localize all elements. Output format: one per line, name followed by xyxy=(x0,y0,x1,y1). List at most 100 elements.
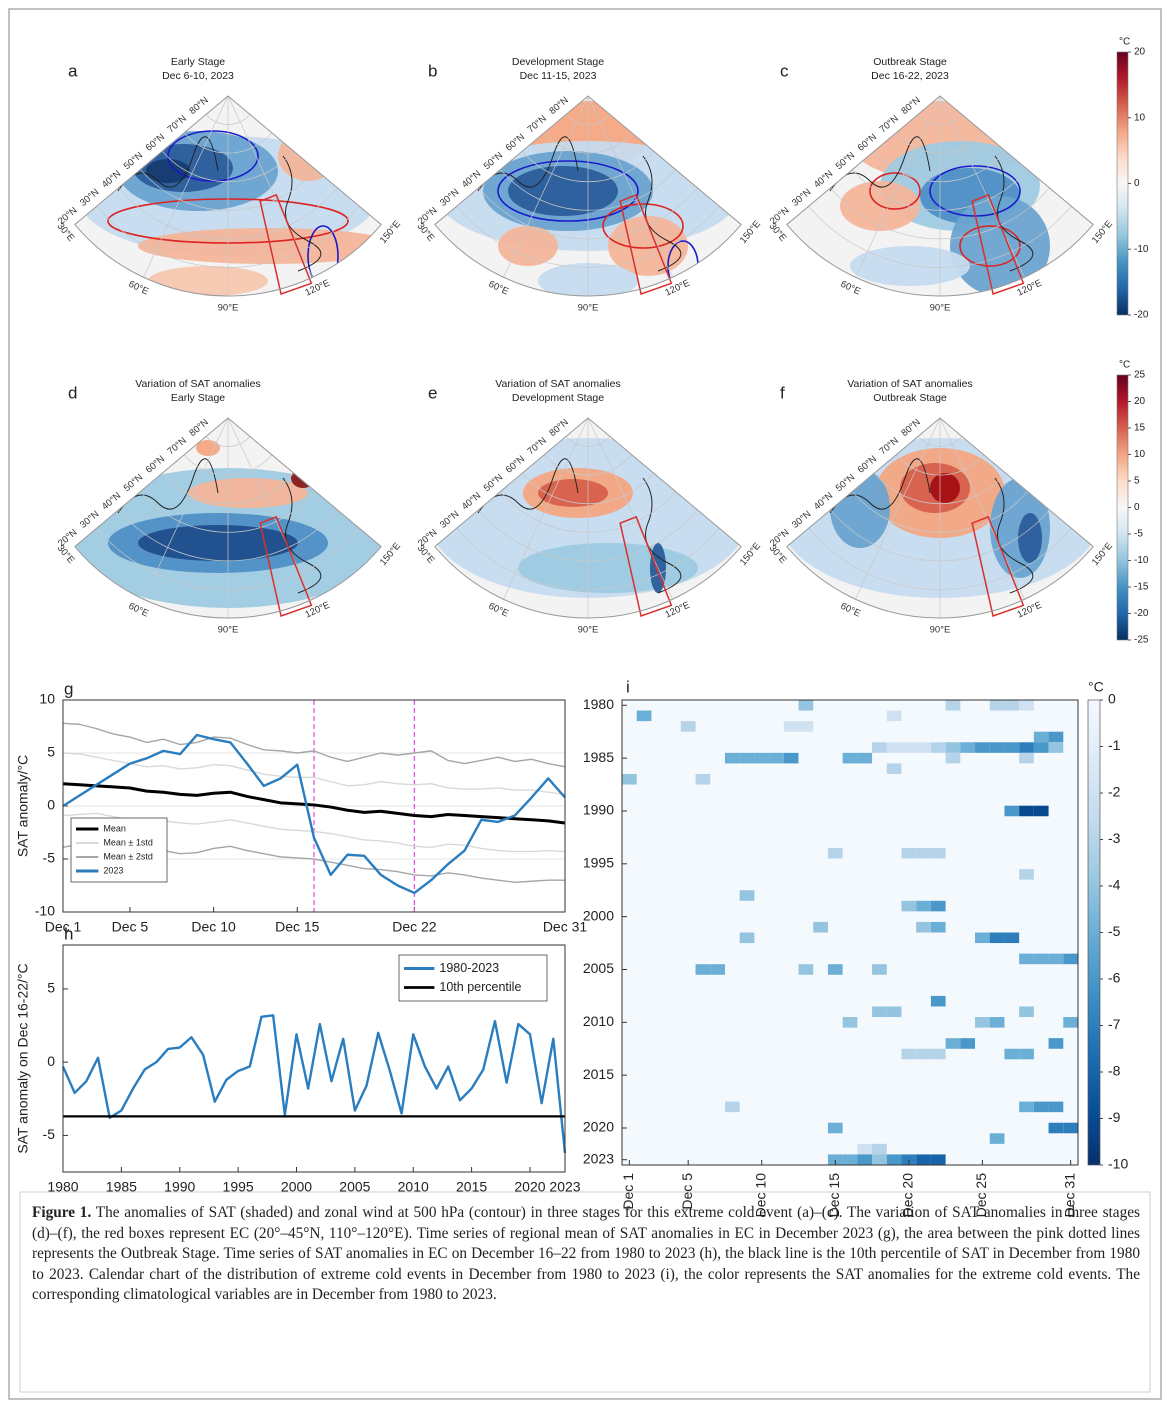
colorbar xyxy=(1087,699,1101,1166)
longitude-label: 60°E xyxy=(487,601,510,620)
map-title: Development Stage xyxy=(512,56,604,68)
panel-letter: b xyxy=(428,61,437,80)
colorbar-tick-label: -6 xyxy=(1108,970,1121,986)
legend-label: Mean ± 1std xyxy=(103,837,152,847)
event-cell xyxy=(1033,742,1049,753)
x-tick-label: 1990 xyxy=(164,1179,195,1195)
colorbar-tick-label: -10 xyxy=(1134,555,1149,566)
longitude-label: 150°E xyxy=(738,541,763,568)
y-tick-label: 2000 xyxy=(583,907,614,923)
event-cell xyxy=(695,964,711,975)
plot-frame xyxy=(62,699,566,913)
event-cell xyxy=(975,1017,990,1028)
event-cell xyxy=(783,752,799,764)
event-cell xyxy=(916,1048,931,1060)
event-cell xyxy=(901,847,917,859)
y-tick-label: 1980 xyxy=(583,696,614,712)
map-outline xyxy=(74,95,382,297)
map-subtitle: Outbreak Stage xyxy=(873,392,947,404)
map-title: Outbreak Stage xyxy=(873,56,947,68)
event-cell xyxy=(872,1154,887,1165)
x-tick-label: 1985 xyxy=(106,1179,137,1195)
legend-label: Mean ± 2std xyxy=(103,851,152,861)
y-tick-label: -5 xyxy=(43,850,56,866)
x-tick-label: Dec 31 xyxy=(543,919,588,935)
longitude-label: 30°E xyxy=(767,543,789,566)
x-tick-label: 2020 xyxy=(514,1179,545,1195)
event-cell xyxy=(798,964,814,975)
ec-region-box xyxy=(259,193,313,296)
plot-frame xyxy=(62,944,566,1173)
longitude-label: 60°E xyxy=(127,279,150,298)
map-panel xyxy=(434,96,742,296)
panel-letter: i xyxy=(626,677,630,696)
x-tick-label: Dec 5 xyxy=(679,1173,695,1210)
colorbar-tick-label: 20 xyxy=(1134,47,1146,58)
event-cell xyxy=(710,964,725,975)
y-tick-label: 2015 xyxy=(583,1066,614,1082)
map-subtitle: Dec 16-22, 2023 xyxy=(871,70,949,82)
panel-letter: a xyxy=(68,61,78,80)
event-cell xyxy=(1063,953,1078,965)
x-tick-label: 2005 xyxy=(339,1179,370,1195)
colorbar-tick-label: -9 xyxy=(1108,1109,1121,1125)
event-cell xyxy=(989,932,1005,944)
event-cell xyxy=(857,1143,873,1155)
longitude-label: 30°E xyxy=(55,221,77,244)
longitude-label: 90°E xyxy=(930,303,951,314)
map-panel xyxy=(74,418,382,618)
colorbar-tick-label: -3 xyxy=(1108,830,1121,846)
map-title: Early Stage xyxy=(171,56,225,68)
event-cell xyxy=(1004,700,1020,711)
event-cell xyxy=(930,742,946,753)
event-cell xyxy=(1033,805,1049,817)
map-subtitle: Early Stage xyxy=(171,392,225,404)
event-cell xyxy=(827,1154,843,1165)
longitude-label: 60°E xyxy=(839,279,862,298)
x-tick-label: Dec 31 xyxy=(1061,1173,1077,1218)
event-cell xyxy=(1033,731,1049,743)
map-subtitle: Dec 6-10, 2023 xyxy=(162,70,234,82)
x-tick-label: 2010 xyxy=(398,1179,429,1195)
longitude-label: 30°E xyxy=(415,543,437,566)
event-cell xyxy=(680,721,696,732)
event-cell xyxy=(930,1154,946,1165)
longitude-label: 150°E xyxy=(378,541,403,568)
event-cell xyxy=(1048,742,1064,753)
event-cell xyxy=(857,1154,873,1165)
longitude-line xyxy=(503,96,589,278)
longitude-line xyxy=(143,96,229,278)
x-tick-label: Dec 25 xyxy=(973,1173,989,1218)
event-cell xyxy=(724,1101,740,1113)
event-cell xyxy=(989,700,1005,711)
colorbar-tick-label: 25 xyxy=(1134,370,1146,381)
event-cell xyxy=(739,932,755,944)
colorbar-tick-label: -15 xyxy=(1134,582,1149,593)
colorbar-tick-label: 10 xyxy=(1134,449,1146,460)
x-tick-label: 1980 xyxy=(47,1179,78,1195)
event-cell xyxy=(636,710,652,722)
event-cell xyxy=(1019,805,1034,817)
anomaly-patch xyxy=(850,246,970,286)
y-tick-label: -5 xyxy=(43,1126,56,1142)
colorbar-tick-label: -25 xyxy=(1134,635,1149,646)
longitude-label: 90°E xyxy=(578,625,599,636)
ec-region-box xyxy=(619,193,673,296)
colorbar-tick-label: -2 xyxy=(1108,784,1121,800)
event-cell xyxy=(1063,1017,1078,1028)
map-outline xyxy=(434,417,742,619)
x-tick-label: 2023 xyxy=(549,1179,580,1195)
x-tick-label: Dec 10 xyxy=(191,919,236,935)
event-cell xyxy=(1048,1038,1064,1049)
colorbar-tick-label: -10 xyxy=(1108,1156,1128,1172)
map-title: Variation of SAT anomalies xyxy=(495,378,620,390)
event-cell xyxy=(886,1006,902,1018)
anomaly-patch xyxy=(148,266,268,296)
colorbar xyxy=(1116,374,1129,641)
colorbar-unit: °C xyxy=(1119,37,1130,48)
event-cell xyxy=(1019,1101,1034,1113)
longitude-line xyxy=(855,418,941,600)
event-cell xyxy=(960,742,976,753)
event-cell xyxy=(989,1017,1005,1028)
